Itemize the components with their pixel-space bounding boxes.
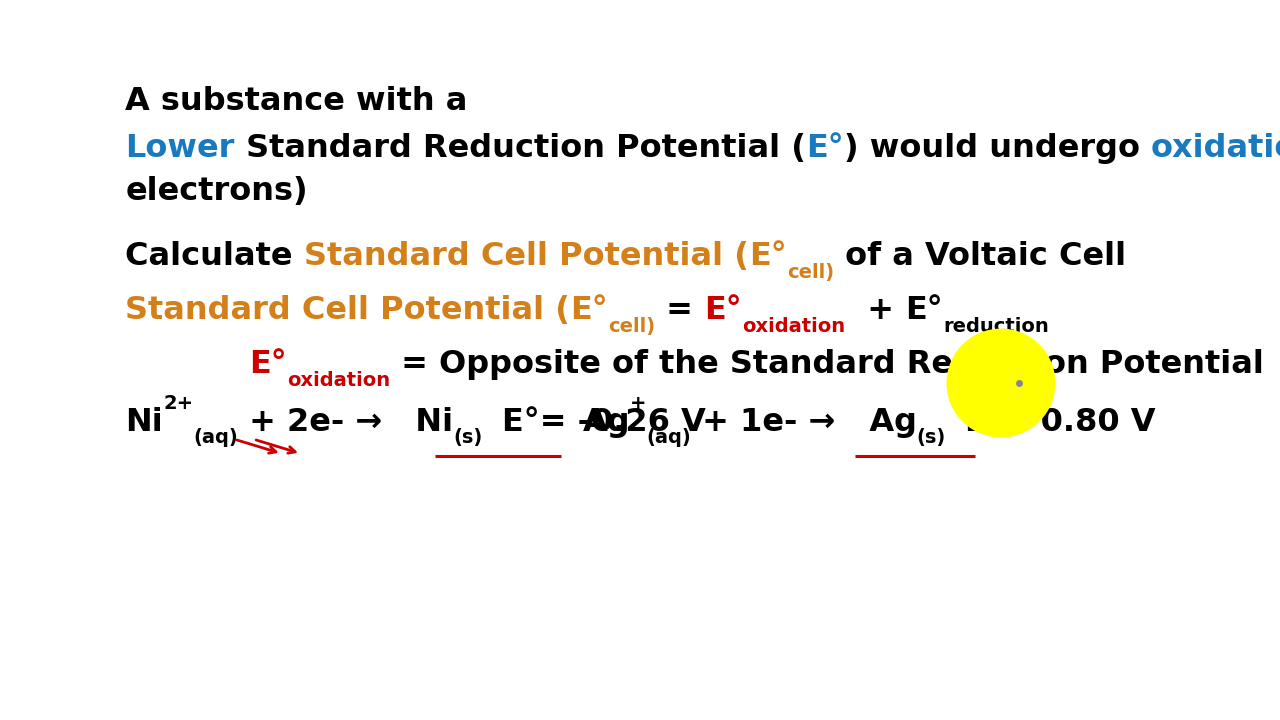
Text: 2+: 2+ <box>163 394 193 413</box>
Text: E°: E° <box>905 295 943 326</box>
Text: Lower: Lower <box>125 133 234 164</box>
Text: + 2e- →: + 2e- → <box>238 407 383 438</box>
Ellipse shape <box>947 329 1055 437</box>
Text: cell): cell) <box>608 317 655 336</box>
Text: E°: E° <box>806 133 844 164</box>
Text: E°: E° <box>250 349 287 380</box>
Text: (s): (s) <box>916 428 946 447</box>
Text: E°: E° <box>749 241 787 272</box>
Text: Ag: Ag <box>582 407 630 438</box>
Text: Standard Reduction Potential (: Standard Reduction Potential ( <box>234 133 806 164</box>
Text: E°= 0.80 V: E°= 0.80 V <box>965 407 1156 438</box>
Text: = Opposite of the Standard Reduction Potential: = Opposite of the Standard Reduction Pot… <box>390 349 1265 380</box>
Text: =: = <box>655 295 704 326</box>
Text: Standard Cell Potential (: Standard Cell Potential ( <box>125 295 571 326</box>
Text: oxidation: oxidation <box>287 371 390 390</box>
Text: Ag: Ag <box>836 407 916 438</box>
Text: Calculate: Calculate <box>125 241 305 272</box>
Text: cell): cell) <box>787 263 835 282</box>
Text: Ni: Ni <box>125 407 163 438</box>
Text: Ni: Ni <box>383 407 453 438</box>
Text: +: + <box>845 295 905 326</box>
Text: of a Voltaic Cell: of a Voltaic Cell <box>835 241 1126 272</box>
Text: electrons): electrons) <box>125 176 308 207</box>
Text: oxidation: oxidation <box>1151 133 1280 164</box>
Text: (aq): (aq) <box>193 428 238 447</box>
Text: + 1e- →: + 1e- → <box>691 407 836 438</box>
Text: E°= -0.26 V: E°= -0.26 V <box>502 407 705 438</box>
Text: E°: E° <box>571 295 608 326</box>
Text: ) would undergo: ) would undergo <box>844 133 1151 164</box>
Text: E°: E° <box>704 295 742 326</box>
Text: reduction: reduction <box>943 317 1048 336</box>
Text: (s): (s) <box>453 428 483 447</box>
Text: Standard Cell Potential (: Standard Cell Potential ( <box>305 241 749 272</box>
Text: A substance with a: A substance with a <box>125 86 467 117</box>
Text: +: + <box>630 394 646 413</box>
Text: (aq): (aq) <box>646 428 691 447</box>
Text: oxidation: oxidation <box>742 317 845 336</box>
